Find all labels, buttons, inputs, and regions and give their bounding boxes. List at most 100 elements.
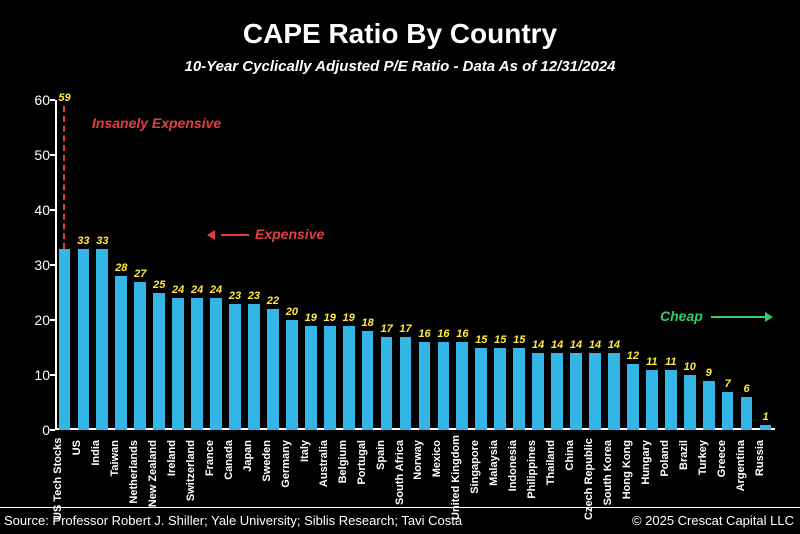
bar bbox=[627, 364, 639, 430]
category-label: United Kingdom bbox=[450, 440, 462, 520]
annotation-expensive: Expensive bbox=[255, 226, 324, 242]
bar-value-label: 27 bbox=[134, 268, 146, 280]
bar-value-label: 28 bbox=[115, 262, 127, 274]
bar-value-label: 16 bbox=[418, 328, 430, 340]
bar bbox=[324, 326, 336, 431]
bar bbox=[172, 298, 184, 430]
bar bbox=[722, 392, 734, 431]
y-tick bbox=[50, 319, 55, 321]
bar-value-label: 19 bbox=[305, 312, 317, 324]
category-label: Norway bbox=[412, 440, 424, 520]
bar-value-label: 33 bbox=[77, 235, 89, 247]
category-label: South Korea bbox=[602, 440, 614, 520]
bar-value-label: 25 bbox=[153, 279, 165, 291]
category-label: Malaysia bbox=[488, 440, 500, 520]
bar-value-label: 14 bbox=[589, 339, 601, 351]
annotation-cheap: Cheap bbox=[660, 308, 703, 324]
footer-divider bbox=[0, 507, 800, 508]
category-label: Spain bbox=[375, 440, 387, 520]
cape-ratio-chart: CAPE Ratio By Country 10-Year Cyclically… bbox=[0, 0, 800, 534]
bar bbox=[305, 326, 317, 431]
bar-value-label: 15 bbox=[513, 334, 525, 346]
bar-value-label: 15 bbox=[475, 334, 487, 346]
bar-value-label: 10 bbox=[684, 361, 696, 373]
bar bbox=[115, 276, 127, 430]
bar bbox=[532, 353, 544, 430]
bar bbox=[96, 249, 108, 431]
category-label: Italy bbox=[299, 440, 311, 520]
bar-value-label: 19 bbox=[343, 312, 355, 324]
category-label: Netherlands bbox=[128, 440, 140, 520]
bar bbox=[210, 298, 222, 430]
y-tick bbox=[50, 264, 55, 266]
bar bbox=[153, 293, 165, 431]
category-label: Canada bbox=[223, 440, 235, 520]
bar-value-label: 16 bbox=[456, 328, 468, 340]
bar bbox=[343, 326, 355, 431]
bar-value-label: 19 bbox=[324, 312, 336, 324]
y-tick-label: 60 bbox=[10, 92, 50, 108]
bar bbox=[494, 348, 506, 431]
bar bbox=[267, 309, 279, 430]
bar-value-label: 7 bbox=[725, 378, 731, 390]
bar bbox=[248, 304, 260, 431]
bar-value-label: 24 bbox=[210, 284, 222, 296]
bar-value-label: 11 bbox=[665, 356, 676, 368]
bar bbox=[286, 320, 298, 430]
y-tick-label: 10 bbox=[10, 367, 50, 383]
bar-value-label: 1 bbox=[762, 411, 768, 423]
category-label: South Africa bbox=[394, 440, 406, 520]
y-tick bbox=[50, 374, 55, 376]
category-label: Taiwan bbox=[109, 440, 121, 520]
bar bbox=[570, 353, 582, 430]
category-label: Poland bbox=[659, 440, 671, 520]
bar bbox=[760, 425, 772, 431]
category-label: Singapore bbox=[469, 440, 481, 520]
bar bbox=[419, 342, 431, 430]
category-label: Belgium bbox=[337, 440, 349, 520]
bar bbox=[229, 304, 241, 431]
category-label: Hungary bbox=[640, 440, 652, 520]
bar-value-label: 15 bbox=[494, 334, 506, 346]
chart-title: CAPE Ratio By Country bbox=[0, 18, 800, 50]
category-label: Sweden bbox=[261, 440, 273, 520]
category-label: China bbox=[564, 440, 576, 520]
bar bbox=[513, 348, 525, 431]
category-label: Switzerland bbox=[185, 440, 197, 520]
bar-value-label: 20 bbox=[286, 306, 298, 318]
bar bbox=[551, 353, 563, 430]
category-label: Russia bbox=[754, 440, 766, 520]
bar-value-label: 33 bbox=[96, 235, 108, 247]
bar-value-label: 24 bbox=[172, 284, 184, 296]
bar-value-label: 12 bbox=[627, 350, 639, 362]
bar bbox=[400, 337, 412, 431]
bar bbox=[438, 342, 450, 430]
bar-value-label: 23 bbox=[229, 290, 241, 302]
bar-value-label: 17 bbox=[380, 323, 392, 335]
category-label: Thailand bbox=[545, 440, 557, 520]
y-tick-label: 30 bbox=[10, 257, 50, 273]
y-tick bbox=[50, 154, 55, 156]
category-label: US Tech Stocks bbox=[52, 440, 64, 520]
category-label: Ireland bbox=[166, 440, 178, 520]
y-axis bbox=[55, 100, 57, 430]
bar bbox=[475, 348, 487, 431]
bar bbox=[134, 282, 146, 431]
bar bbox=[78, 249, 90, 431]
category-label: Philippines bbox=[526, 440, 538, 520]
bar-value-label: 22 bbox=[267, 295, 279, 307]
category-label: Mexico bbox=[431, 440, 443, 520]
bar-value-label: 14 bbox=[608, 339, 620, 351]
bar-value-label: 59 bbox=[58, 92, 70, 104]
bar bbox=[741, 397, 753, 430]
category-label: US bbox=[71, 440, 83, 520]
y-tick bbox=[50, 99, 55, 101]
bar bbox=[456, 342, 468, 430]
bar-value-label: 14 bbox=[532, 339, 544, 351]
bar-value-label: 23 bbox=[248, 290, 260, 302]
bar bbox=[191, 298, 203, 430]
category-label: Japan bbox=[242, 440, 254, 520]
y-tick-label: 20 bbox=[10, 312, 50, 328]
bar bbox=[589, 353, 601, 430]
bar bbox=[381, 337, 393, 431]
